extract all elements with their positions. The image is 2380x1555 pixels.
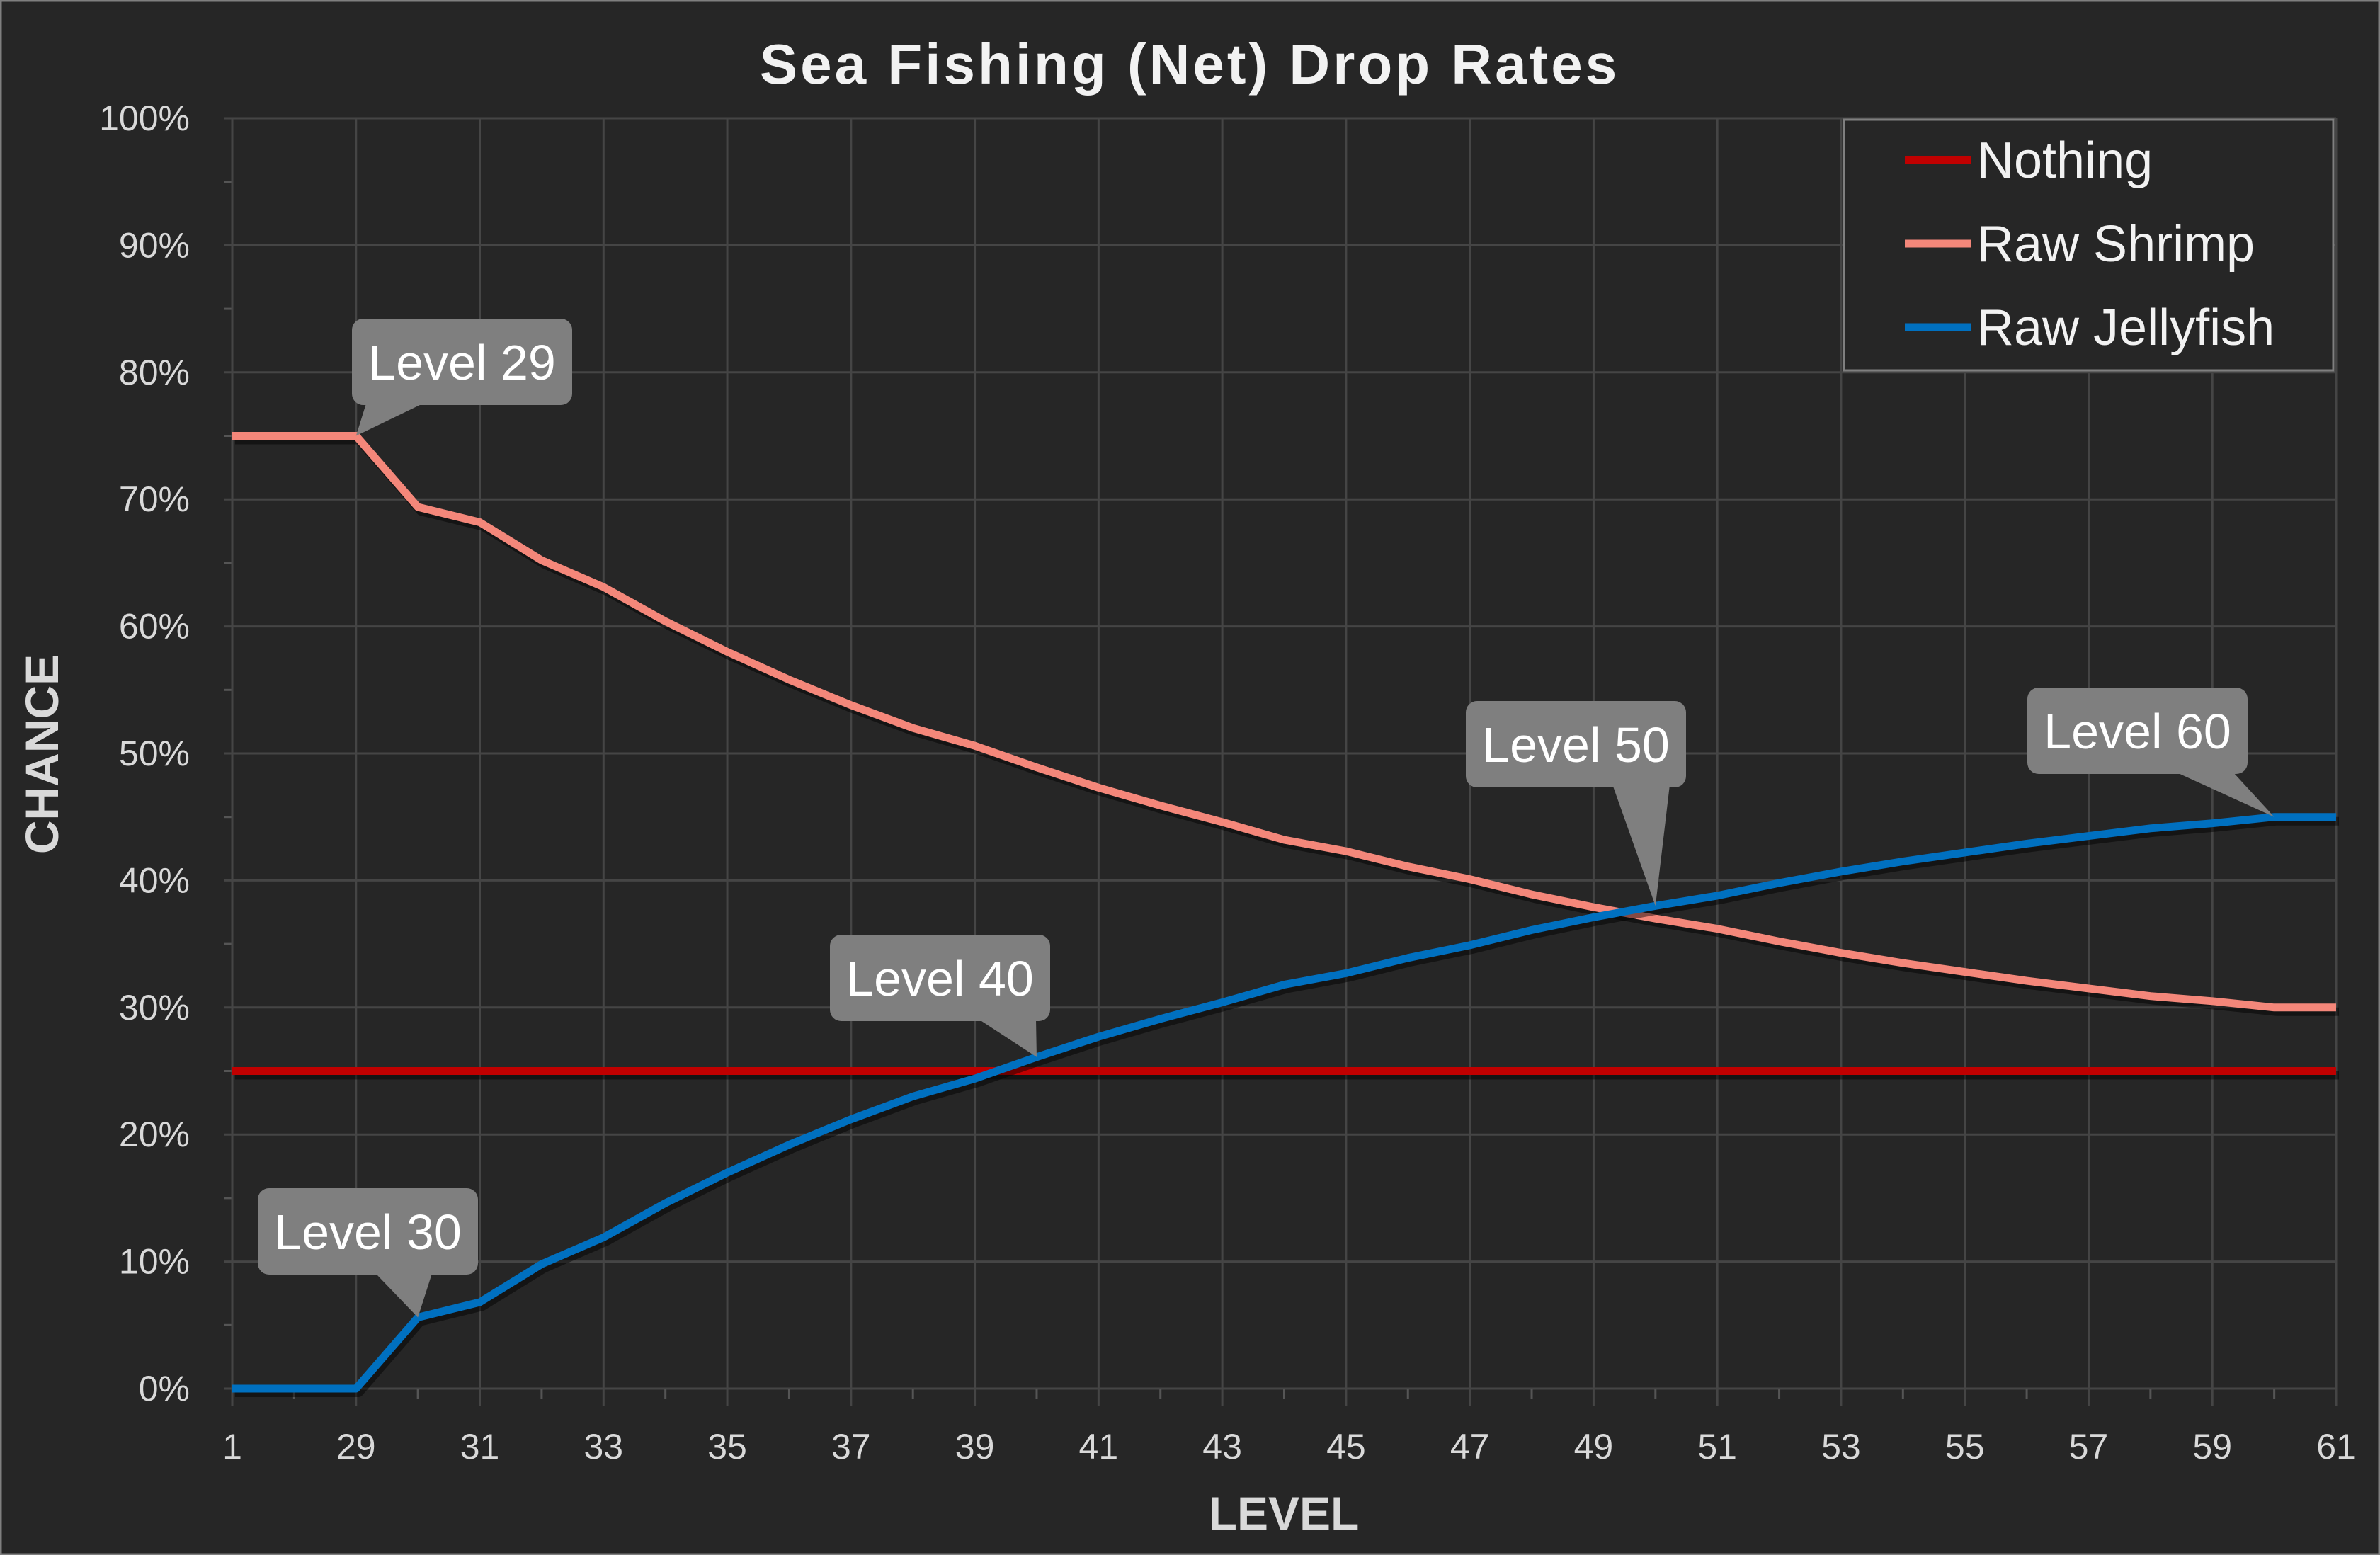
x-tick-label: 37 [831,1427,871,1466]
y-tick-label: 60% [119,607,190,647]
x-axis-ticks: 1 29 31 33 35 37 39 41 43 45 47 49 51 53 55 57 59 61 [222,1427,2356,1466]
callout-pointer [1612,786,1670,906]
x-tick-label: 45 [1326,1427,1366,1466]
y-axis-ticks: 0% 10% 20% 30% 40% 50% 60% 70% 80% 90% 100% [99,98,190,1408]
legend-label: Nothing [1977,132,2153,189]
x-tick-label: 47 [1450,1427,1490,1466]
series-shadow [235,816,2339,1397]
x-tick-label: 53 [1821,1427,1861,1466]
callout-pointer [355,404,423,436]
chart-title: Sea Fishing (Net) Drop Rates [760,33,1619,96]
y-tick-label: 70% [119,479,190,519]
legend: Nothing Raw Shrimp Raw Jellyfish [1843,118,2335,372]
callout-label: Level 50 [1482,717,1670,773]
series-line-raw-jellyfish [232,813,2336,1393]
gridlines [224,117,2338,1406]
x-tick-label: 1 [222,1427,242,1466]
callout-label: Level 29 [368,335,556,390]
x-tick-label: 41 [1079,1427,1119,1466]
x-tick-label: 51 [1697,1427,1737,1466]
y-tick-label: 20% [119,1115,190,1154]
callout: Level 40 [830,935,1050,1057]
series-lines [232,432,2339,1397]
x-tick-label: 57 [2069,1427,2109,1466]
callout: Level 50 [1466,701,1686,906]
series-line-raw-shrimp [232,432,2336,1012]
callout-pointer [375,1273,433,1318]
callout-label: Level 60 [2044,704,2231,759]
x-tick-label: 31 [460,1427,500,1466]
x-tick-label: 49 [1574,1427,1614,1466]
x-tick-label: 43 [1202,1427,1242,1466]
x-tick-label: 33 [583,1427,623,1466]
callout-label: Level 30 [274,1204,462,1260]
legend-label: Raw Jellyfish [1977,300,2274,356]
callout: Level 29 [352,319,572,436]
callout-box [258,1188,478,1275]
callout-box [352,319,572,405]
legend-label: Raw Shrimp [1977,216,2255,273]
x-tick-label: 35 [707,1427,747,1466]
callout-pointer [979,1020,1037,1057]
x-tick-label: 55 [1945,1427,1985,1466]
y-tick-label: 40% [119,860,190,900]
y-tick-label: 90% [119,225,190,265]
y-tick-label: 30% [119,988,190,1027]
callout-pointer [2177,773,2274,817]
x-tick-label: 61 [2316,1427,2356,1466]
y-tick-label: 10% [119,1242,190,1282]
callout: Level 30 [258,1188,478,1318]
callout-box [830,935,1050,1021]
callout: Level 60 [2027,688,2274,817]
y-tick-label: 50% [119,734,190,773]
y-tick-label: 0% [139,1369,190,1408]
x-tick-label: 39 [955,1427,995,1466]
callout-label: Level 40 [846,951,1034,1006]
x-tick-label: 59 [2192,1427,2232,1466]
y-axis-title: CHANCE [16,654,68,854]
callout-box [1466,701,1686,787]
y-tick-label: 80% [119,353,190,392]
callouts: Level 29 Level 30 Level 40 Level 50 Level 60 [258,319,2274,1318]
callout-box [2027,688,2248,774]
x-axis-title: LEVEL [1209,1487,1360,1539]
x-tick-label: 29 [336,1427,376,1466]
y-tick-label: 100% [99,98,190,138]
